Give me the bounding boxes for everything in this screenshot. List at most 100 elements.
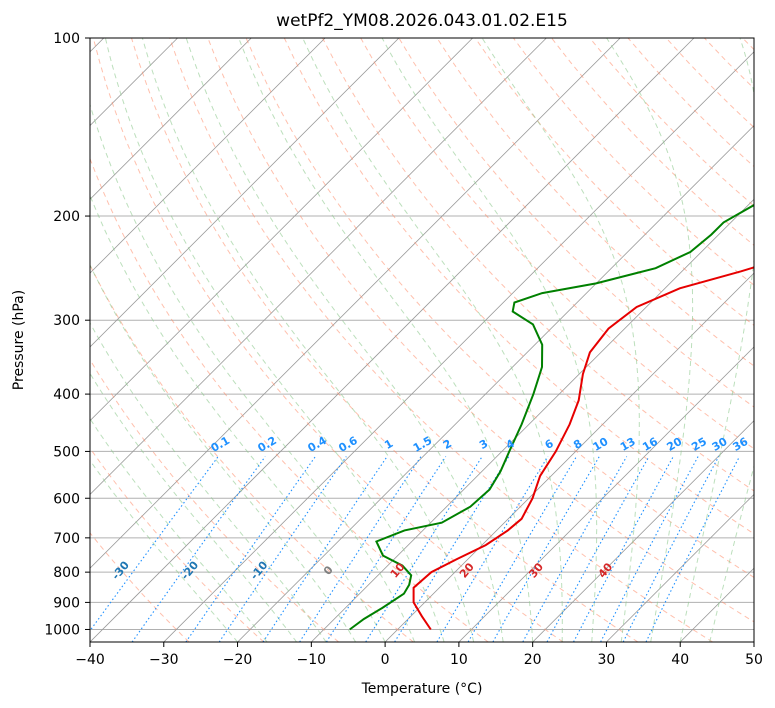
y-tick-label: 400 <box>53 387 80 403</box>
dry-adiabat-line <box>436 38 754 367</box>
moist-adiabat-line <box>238 38 534 642</box>
x-tick-label: 0 <box>381 652 390 668</box>
dry-adiabat-line <box>169 38 713 642</box>
y-tick-label: 300 <box>53 313 80 329</box>
dry-adiabat-label: -30 <box>109 558 132 582</box>
x-tick-label: 40 <box>671 652 689 668</box>
moist-adiabat-line <box>481 38 640 642</box>
dry-adiabat-line <box>90 263 414 642</box>
dry-adiabat-label: 20 <box>457 560 477 580</box>
dry-adiabat-line <box>627 38 754 168</box>
mixing-ratio-line <box>600 456 699 642</box>
chart-title: wetPf2_YM08.2026.043.01.02.E15 <box>276 11 568 31</box>
dewpoint-line <box>349 203 754 631</box>
x-tick-label: −20 <box>223 652 253 668</box>
moist-adiabat-line <box>90 321 327 642</box>
isotherm-line <box>753 641 754 642</box>
mixing-ratio-line <box>325 456 447 642</box>
dry-adiabat-line <box>742 38 754 51</box>
x-tick-label: 30 <box>598 652 616 668</box>
dry-adiabat-line <box>322 38 754 492</box>
x-tick-label: 50 <box>745 652 763 668</box>
isotherm-line <box>90 38 547 495</box>
y-tick-label: 200 <box>53 209 80 225</box>
y-tick-label: 1000 <box>44 622 80 638</box>
isotherm-line <box>163 51 754 642</box>
dry-adiabat-line <box>90 358 339 642</box>
moist-adiabat-line <box>104 38 445 642</box>
x-tick-label: −40 <box>75 652 105 668</box>
y-tick-label: 600 <box>53 491 80 507</box>
moist-adiabat-line <box>90 194 386 642</box>
isotherm-line <box>679 567 754 642</box>
isotherm-line <box>458 346 754 642</box>
moist-adiabat-line <box>141 38 475 642</box>
mixing-ratio-label: 1 <box>382 437 395 452</box>
isotherm-line <box>90 38 473 422</box>
data-layer <box>349 203 754 631</box>
moist-adiabat-line <box>90 264 357 642</box>
mixing-ratio-line <box>467 456 577 642</box>
isotherm-line <box>311 198 754 642</box>
mixing-ratio-line <box>185 456 316 642</box>
mixing-ratio-line <box>218 456 347 642</box>
isotherm-line <box>384 272 754 642</box>
isotherm-line <box>90 38 400 348</box>
moist-adiabat-line <box>185 38 504 642</box>
isotherm-line <box>606 493 754 642</box>
moist-adiabat-line <box>90 459 238 642</box>
moist-adiabat-line <box>381 38 598 642</box>
mixing-ratio-line <box>299 456 422 642</box>
dry-adiabat-line <box>360 38 754 450</box>
moist-adiabat-line <box>679 38 754 642</box>
dry-adiabat-label: 30 <box>526 560 546 580</box>
mixing-ratio-line <box>262 456 388 642</box>
isotherm-line <box>90 38 326 274</box>
dry-adiabat-line <box>207 38 754 623</box>
dry-adiabat-line <box>704 38 754 90</box>
y-axis-label: Pressure (hPa) <box>11 290 27 390</box>
dry-adiabat-line <box>512 38 754 286</box>
temperature-line <box>412 266 754 631</box>
mixing-ratio-line <box>90 456 219 632</box>
mixing-ratio-line <box>436 456 549 642</box>
mixing-ratio-label: 6 <box>543 437 556 452</box>
dry-adiabat-line <box>474 38 754 326</box>
x-tick-label: −10 <box>297 652 327 668</box>
y-tick-label: 700 <box>53 531 80 547</box>
mixing-ratio-line <box>622 456 720 642</box>
dry-adiabat-line <box>90 532 190 642</box>
dry-adiabat-line <box>589 38 754 207</box>
mixing-ratio-line <box>365 456 483 642</box>
x-tick-label: 20 <box>524 652 542 668</box>
mixing-ratio-label: 2 <box>441 437 454 452</box>
isotherm-line <box>90 38 695 642</box>
moist-adiabat-line <box>90 417 268 642</box>
dry-adiabat-line <box>245 38 754 579</box>
dry-adiabat-line <box>92 38 564 642</box>
dry-adiabat-line <box>551 38 754 246</box>
dry-adiabat-line <box>665 38 754 129</box>
mixing-ratio-line <box>522 456 628 642</box>
moist-adiabat-line <box>302 38 563 642</box>
dry-adiabat-line <box>131 38 639 642</box>
isotherm-line <box>532 420 754 642</box>
mixing-ratio-line <box>131 456 266 642</box>
axis-layer: −40 −30 −20 −10 0 10 20 30 40 50 100 200 300 400 500 60… <box>44 31 763 668</box>
isotherm-line <box>90 38 252 200</box>
mixing-ratio-line <box>573 456 674 642</box>
dry-adiabat-label: -40 <box>0 504 22 528</box>
y-tick-label: 500 <box>53 444 80 460</box>
mixing-ratio-label: 3 <box>477 437 490 452</box>
y-tick-label: 100 <box>53 31 80 47</box>
plot-frame <box>89 37 755 643</box>
x-tick-label: −30 <box>149 652 179 668</box>
grid-layer <box>90 38 754 642</box>
mixing-ratio-line <box>492 456 600 642</box>
moist-adiabat-line <box>606 38 694 642</box>
dry-adiabat-label: 40 <box>596 560 616 580</box>
dry-adiabat-line <box>90 157 489 642</box>
x-tick-label: 10 <box>450 652 468 668</box>
y-tick-label: 900 <box>53 595 80 611</box>
